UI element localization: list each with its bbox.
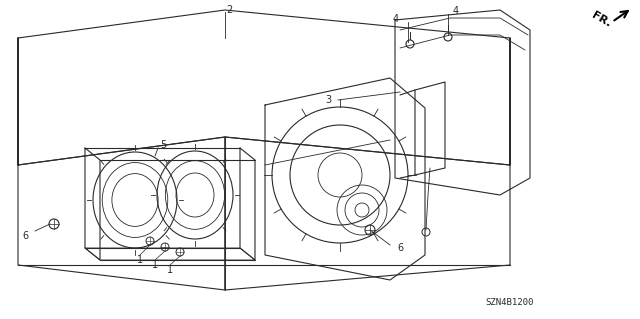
Text: 3: 3 <box>325 95 331 105</box>
Text: 2: 2 <box>226 5 232 15</box>
Text: 1: 1 <box>152 260 158 270</box>
Text: 1: 1 <box>167 265 173 275</box>
Text: FR.: FR. <box>590 11 612 29</box>
Text: 4: 4 <box>393 14 399 24</box>
Text: 6: 6 <box>22 231 28 241</box>
Text: 5: 5 <box>160 140 166 150</box>
Text: 4: 4 <box>453 6 459 16</box>
Text: SZN4B1200: SZN4B1200 <box>486 298 534 307</box>
Text: 6: 6 <box>397 243 403 253</box>
Text: 1: 1 <box>137 255 143 265</box>
